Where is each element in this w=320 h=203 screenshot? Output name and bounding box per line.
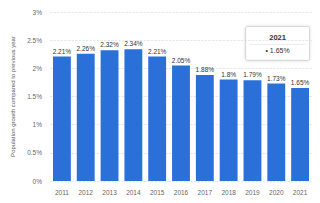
svg-text:1.79%: 1.79%	[243, 71, 262, 78]
svg-text:2016: 2016	[174, 189, 189, 196]
svg-text:2017: 2017	[198, 189, 213, 196]
svg-text:2012: 2012	[78, 189, 93, 196]
svg-text:1.88%: 1.88%	[196, 66, 215, 73]
svg-text:2%: 2%	[33, 65, 43, 72]
svg-text:1.5%: 1.5%	[27, 93, 42, 100]
svg-text:Population growth compared to: Population growth compared to previous y…	[10, 36, 16, 157]
svg-text:3%: 3%	[33, 9, 43, 16]
svg-text:1.65%: 1.65%	[291, 79, 310, 86]
svg-text:1.73%: 1.73%	[267, 75, 286, 82]
svg-text:2.21%: 2.21%	[148, 48, 167, 55]
svg-text:2018: 2018	[221, 189, 236, 196]
svg-text:1%: 1%	[33, 121, 43, 128]
svg-text:2011: 2011	[55, 189, 69, 196]
svg-text:2020: 2020	[269, 189, 284, 196]
svg-text:2013: 2013	[102, 189, 117, 196]
svg-text:2021: 2021	[269, 32, 286, 42]
svg-text:2.26%: 2.26%	[77, 45, 96, 52]
svg-text:0.5%: 0.5%	[27, 149, 42, 156]
svg-text:2014: 2014	[126, 189, 141, 196]
svg-text:2019: 2019	[245, 189, 260, 196]
svg-text:2.34%: 2.34%	[124, 40, 143, 47]
svg-text:2.5%: 2.5%	[27, 37, 42, 44]
svg-text:2.32%: 2.32%	[100, 41, 119, 48]
svg-text:2021: 2021	[293, 189, 308, 196]
svg-text:0%: 0%	[33, 178, 43, 185]
svg-text:• 1.65%: • 1.65%	[265, 47, 289, 54]
svg-text:2.05%: 2.05%	[172, 57, 191, 64]
svg-text:1.8%: 1.8%	[221, 71, 236, 78]
svg-text:2015: 2015	[150, 189, 165, 196]
svg-text:2.21%: 2.21%	[53, 48, 72, 55]
